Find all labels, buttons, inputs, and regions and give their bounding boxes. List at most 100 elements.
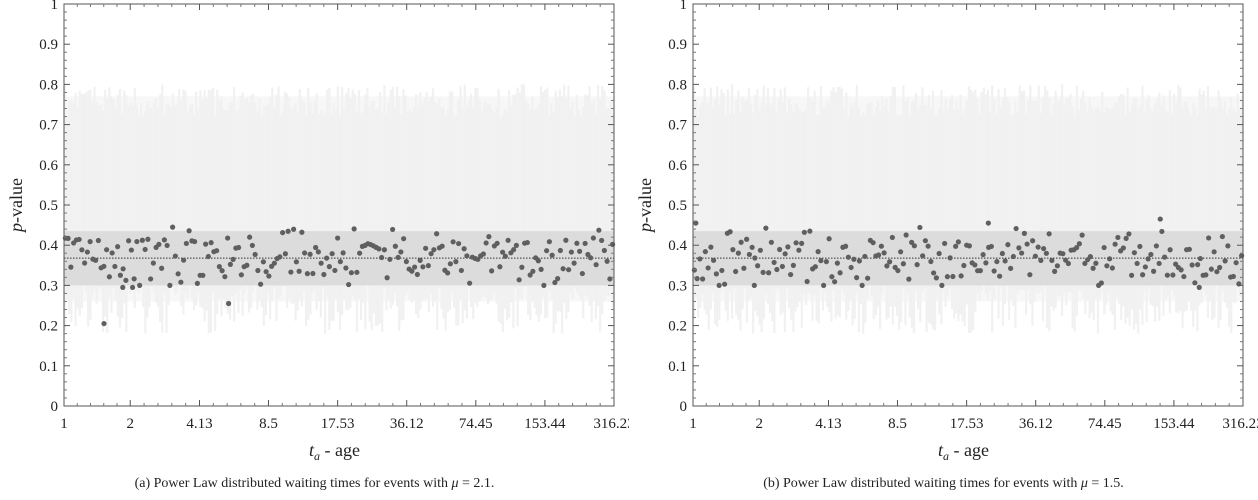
x-tick-label-b: 2 — [755, 416, 763, 432]
data-point-a — [599, 237, 605, 244]
data-point-b — [878, 243, 884, 249]
data-point-b — [711, 257, 717, 263]
data-point-a — [145, 236, 151, 242]
data-point-b — [1192, 280, 1198, 286]
data-point-a — [175, 271, 181, 277]
data-point-a — [255, 267, 261, 274]
data-point-b — [1230, 273, 1236, 280]
data-point-a — [120, 266, 126, 272]
data-point-a — [379, 254, 385, 261]
data-point-b — [925, 243, 931, 249]
x-axis-subscript-a: a — [314, 449, 320, 463]
y-tick-label-b: 0.2 — [668, 319, 687, 335]
data-point-b — [1052, 268, 1058, 274]
data-point-a — [263, 269, 269, 275]
data-point-b — [1087, 254, 1093, 260]
data-point-a — [588, 255, 594, 261]
data-point-b — [793, 240, 799, 246]
data-point-a — [112, 263, 118, 270]
data-point-b — [733, 268, 739, 275]
data-point-a — [447, 261, 453, 267]
data-point-a — [271, 260, 277, 266]
data-point-a — [571, 260, 577, 266]
data-point-a — [247, 234, 253, 240]
y-tick-label-a: 0.3 — [39, 278, 58, 294]
data-point-b — [1010, 253, 1016, 260]
data-point-b — [903, 232, 909, 238]
data-point-a — [390, 226, 396, 233]
data-point-b — [744, 236, 750, 242]
data-point-b — [1134, 260, 1140, 267]
data-point-a — [95, 237, 101, 244]
data-point-b — [834, 260, 840, 266]
data-point-b — [837, 270, 843, 276]
caption-a-suffix: = 2.1. — [458, 476, 495, 491]
data-point-b — [889, 234, 895, 241]
caption-a-prefix: (a) Power Law distributed waiting times … — [134, 476, 452, 491]
data-point-a — [552, 279, 558, 286]
data-point-b — [1164, 272, 1170, 278]
data-point-a — [304, 271, 310, 277]
data-point-a — [541, 282, 547, 288]
y-tick-label-b: 0.7 — [668, 118, 687, 134]
data-point-a — [313, 244, 319, 251]
y-tick-label-b: 0.5 — [668, 198, 687, 214]
data-point-a — [296, 268, 302, 274]
data-point-a — [579, 270, 585, 277]
data-point-a — [489, 268, 495, 274]
data-point-a — [332, 267, 338, 274]
y-axis-symbol-a: p — [6, 223, 26, 234]
data-point-a — [87, 239, 93, 245]
data-point-a — [282, 251, 288, 257]
data-point-a — [409, 268, 415, 274]
data-point-b — [983, 260, 989, 266]
data-point-b — [1217, 264, 1223, 271]
data-point-a — [260, 259, 266, 265]
data-point-b — [1211, 249, 1217, 255]
data-point-b — [1140, 272, 1146, 278]
data-point-a — [134, 238, 140, 245]
data-point-b — [1016, 245, 1022, 251]
data-point-b — [1104, 263, 1110, 269]
chart-panel-b: 0 0.1 0.2 0.3 0.4 0.5 0.6 0.7 0.8 0.9 1 1 2 4.13 8.5 17… — [629, 0, 1258, 500]
caption-b-symbol: μ — [1080, 476, 1088, 491]
data-point-b — [1181, 273, 1187, 280]
data-point-a — [326, 264, 332, 270]
data-point-b — [920, 253, 926, 259]
data-point-b — [763, 225, 769, 231]
data-point-a — [513, 242, 519, 248]
data-point-a — [566, 267, 572, 273]
y-tick-label-a: 0.9 — [39, 37, 58, 53]
data-point-a — [335, 235, 341, 241]
data-point-b — [848, 264, 854, 271]
data-point-a — [101, 320, 107, 327]
data-point-b — [774, 266, 780, 273]
data-point-a — [524, 239, 530, 246]
data-point-b — [985, 220, 991, 226]
data-point-a — [395, 254, 401, 261]
data-point-b — [1024, 241, 1030, 247]
data-point-a — [93, 257, 99, 263]
data-point-b — [741, 265, 747, 271]
data-point-a — [387, 256, 393, 262]
data-point-a — [456, 240, 462, 247]
data-point-b — [854, 275, 860, 281]
y-axis-symbol-b: p — [635, 223, 655, 234]
data-point-b — [1005, 242, 1011, 248]
data-point-a — [76, 236, 82, 243]
data-point-a — [596, 227, 602, 233]
x-axis-title-b: ta - age — [938, 440, 989, 463]
data-point-a — [277, 254, 283, 260]
data-point-a — [324, 255, 330, 261]
data-point-a — [150, 260, 156, 266]
data-point-b — [936, 250, 942, 257]
data-point-b — [1145, 256, 1151, 262]
data-point-b — [708, 244, 714, 250]
data-point-b — [865, 275, 871, 281]
x-tick-label-b: 36.12 — [1019, 416, 1053, 432]
data-point-a — [546, 239, 552, 245]
data-point-a — [425, 263, 431, 269]
data-point-b — [859, 282, 865, 288]
data-point-b — [1225, 243, 1231, 249]
data-point-b — [988, 243, 994, 250]
